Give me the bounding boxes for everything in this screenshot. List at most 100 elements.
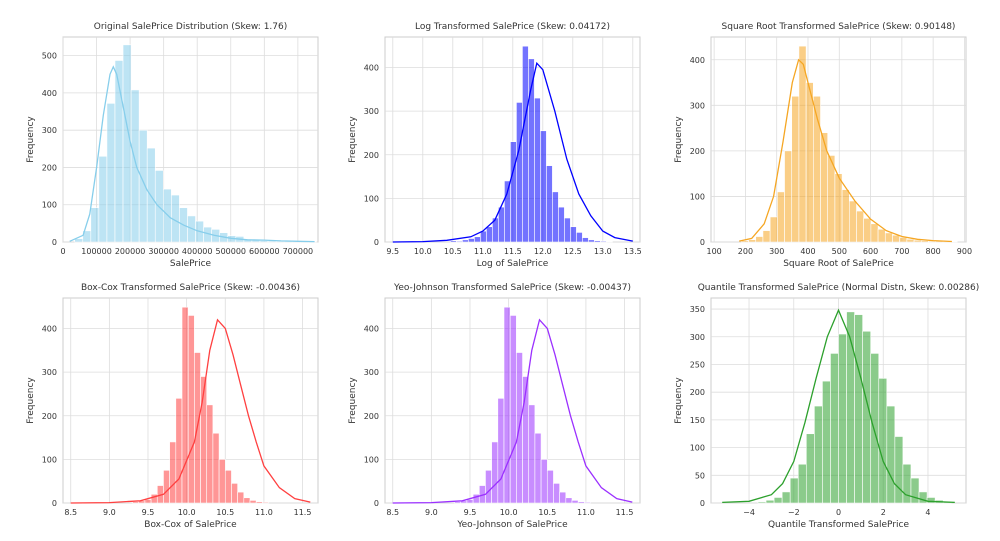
histogram-bar bbox=[920, 240, 929, 243]
histogram-bar bbox=[206, 404, 214, 504]
histogram-bar bbox=[132, 501, 140, 504]
histogram-bar bbox=[862, 330, 872, 504]
chart-title: Log Transformed SalePrice (Skew: 0.04172… bbox=[415, 22, 610, 32]
histogram-bar bbox=[830, 353, 839, 504]
histogram-bar bbox=[122, 44, 132, 243]
histogram-bar bbox=[231, 483, 238, 504]
histogram-bar bbox=[870, 223, 879, 243]
y-tick-label: 0 bbox=[374, 238, 379, 247]
x-tick-label: 100000 bbox=[81, 247, 112, 256]
histogram-bar bbox=[834, 173, 843, 243]
histogram-bar bbox=[163, 469, 170, 504]
x-tick-label: 400000 bbox=[182, 247, 213, 256]
histogram-bar bbox=[90, 207, 100, 243]
kde-line bbox=[69, 65, 315, 243]
histogram-bar bbox=[243, 497, 251, 504]
x-axis-label: Square Root of SalePrice bbox=[783, 259, 894, 269]
histogram-bar bbox=[480, 230, 487, 243]
y-tick-label: 400 bbox=[42, 325, 57, 334]
x-tick-label: 11.5 bbox=[294, 508, 312, 517]
histogram-bar bbox=[218, 459, 226, 504]
y-tick-label: 200 bbox=[42, 163, 57, 172]
x-tick-label: 0 bbox=[836, 508, 841, 517]
y-tick-label: 200 bbox=[690, 147, 705, 156]
y-tick-label: 200 bbox=[42, 412, 57, 421]
histogram-bar bbox=[169, 441, 177, 504]
histogram-bar bbox=[546, 165, 553, 243]
subplot-4: 8.5 9.0 9.5 10.0 10.5 11.0 11.5 0 100 200 300 400 Bo… bbox=[26, 283, 319, 530]
y-tick-label: 250 bbox=[690, 360, 705, 369]
x-tick-label: 800 bbox=[926, 247, 941, 256]
y-tick-label: 150 bbox=[690, 416, 705, 425]
histogram-bar bbox=[571, 500, 579, 504]
y-tick-label: 300 bbox=[364, 107, 379, 116]
y-tick-label: 300 bbox=[364, 368, 379, 377]
chart-title: Original SalePrice Distribution (Skew: 1… bbox=[94, 22, 288, 32]
histogram-bar bbox=[175, 398, 183, 504]
histogram-bar bbox=[878, 378, 888, 504]
chart-title: Box-Cox Transformed SalePrice (Skew: -0.… bbox=[81, 283, 300, 293]
x-tick-label: 8.5 bbox=[386, 508, 399, 517]
histogram-bar bbox=[450, 240, 457, 243]
y-tick-label: 300 bbox=[42, 126, 57, 135]
x-tick-label: 10.5 bbox=[216, 508, 234, 517]
histogram-bar bbox=[841, 189, 850, 243]
histogram-bar bbox=[138, 129, 148, 243]
histogram-bar bbox=[576, 232, 583, 243]
histogram-bar bbox=[784, 150, 793, 243]
subplot-5: 8.5 9.0 9.5 10.0 10.5 11.0 11.5 0 100 200 300 400 Ye… bbox=[348, 283, 641, 530]
histogram-bar bbox=[534, 432, 542, 504]
subplot-1: 0 100000 200000 300000 400000 500000 600000 700… bbox=[26, 22, 319, 269]
x-tick-label: 100 bbox=[706, 247, 721, 256]
histogram-bar bbox=[892, 234, 900, 243]
histogram-bar bbox=[552, 191, 559, 243]
y-axis-label: Frequency bbox=[348, 377, 358, 424]
histogram-bar bbox=[594, 240, 601, 243]
histogram-bar bbox=[528, 404, 536, 504]
kde-line bbox=[392, 61, 633, 243]
x-axis-label: SalePrice bbox=[170, 259, 212, 269]
histogram-bar bbox=[906, 238, 915, 243]
y-tick-label: 100 bbox=[42, 201, 57, 210]
histogram-bar bbox=[485, 469, 492, 504]
histogram-bar bbox=[582, 237, 589, 243]
histogram-bar bbox=[498, 206, 505, 243]
histogram-bar bbox=[98, 155, 108, 243]
x-axis-label: Log of SalePrice bbox=[477, 259, 549, 269]
histogram-bar bbox=[546, 469, 554, 504]
x-tick-label: 12.5 bbox=[564, 247, 582, 256]
histogram-bar bbox=[822, 380, 831, 504]
x-tick-label: 11.5 bbox=[616, 508, 634, 517]
chart-title: Quantile Transformed SalePrice (Normal D… bbox=[698, 283, 980, 293]
histogram-bar bbox=[540, 130, 547, 243]
histogram-bar bbox=[798, 45, 807, 243]
x-tick-label: 300 bbox=[769, 247, 784, 256]
x-tick-label: 9.5 bbox=[386, 247, 399, 256]
histogram-bar bbox=[144, 499, 152, 504]
y-tick-label: 400 bbox=[364, 325, 379, 334]
subplot-6: −4 −2 0 2 4 0 50 100 150 200 250 300 350 Quantile Tra… bbox=[674, 283, 979, 530]
histogram-bar bbox=[902, 463, 912, 504]
histogram-bar bbox=[877, 228, 886, 243]
x-tick-label: 600 bbox=[863, 247, 878, 256]
y-tick-label: 300 bbox=[42, 368, 57, 377]
histogram-bar bbox=[848, 200, 857, 243]
histogram-bar bbox=[565, 497, 573, 504]
histogram-bar bbox=[106, 103, 116, 243]
x-tick-label: 700000 bbox=[283, 247, 314, 256]
histogram-bar bbox=[187, 315, 195, 504]
y-tick-label: 50 bbox=[695, 471, 705, 480]
x-tick-label: 10.0 bbox=[178, 508, 196, 517]
histogram-bar bbox=[773, 497, 783, 504]
x-tick-label: 13.0 bbox=[594, 247, 612, 256]
x-tick-label: 10.0 bbox=[414, 247, 432, 256]
x-tick-label: 9.5 bbox=[464, 508, 477, 517]
x-tick-label: 10.5 bbox=[538, 508, 556, 517]
histogram-bar bbox=[249, 500, 257, 504]
histogram-bar bbox=[762, 230, 771, 243]
y-tick-label: 100 bbox=[42, 455, 57, 464]
y-tick-label: 100 bbox=[364, 194, 379, 203]
x-tick-label: 400 bbox=[800, 247, 815, 256]
histogram-bar bbox=[856, 210, 864, 243]
